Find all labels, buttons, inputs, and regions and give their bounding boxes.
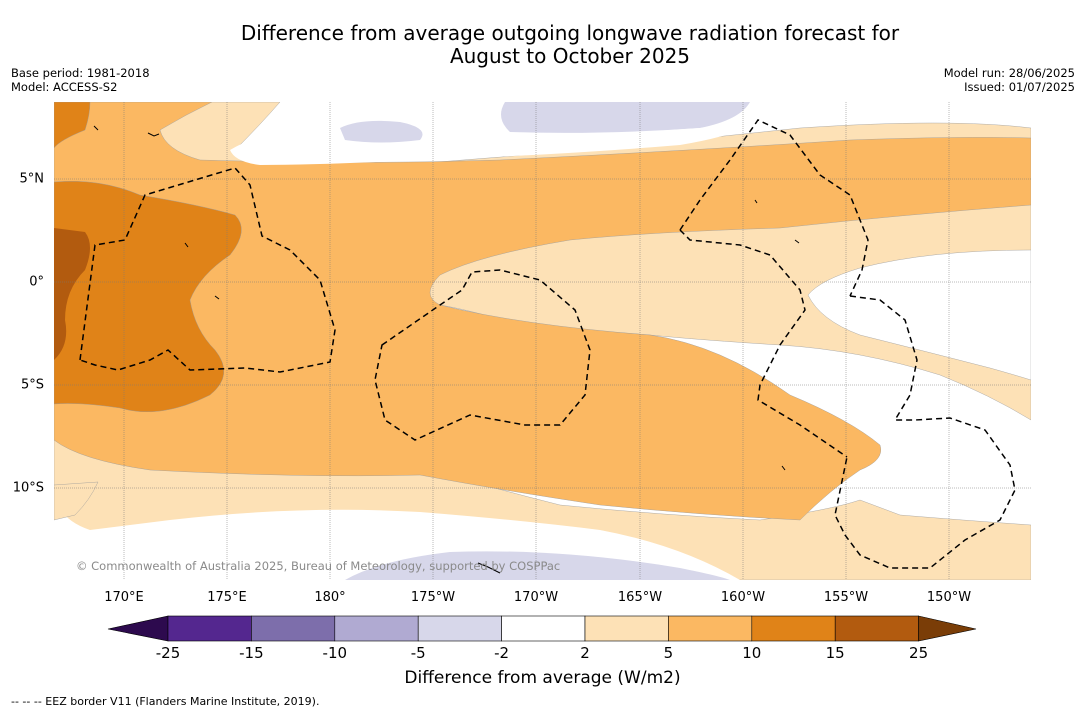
lon-label: 150°W (926, 590, 972, 605)
colorbar-tick: -10 (322, 644, 348, 662)
colorbar-tick: -5 (410, 644, 426, 662)
lon-label: 180° (314, 590, 346, 605)
colorbar-tick: -2 (494, 644, 510, 662)
lon-label: 170°E (104, 590, 144, 605)
lon-label: 175°E (207, 590, 247, 605)
colorbar-tick: 2 (580, 644, 590, 662)
colorbar-tick: 10 (742, 644, 762, 662)
meta-right: Model run: 28/06/2025 Issued: 01/07/2025 (944, 66, 1075, 94)
lat-label: 0° (29, 274, 44, 290)
title-line-2: August to October 2025 (449, 44, 691, 68)
eez-footnote: -- -- -- EEZ border V11 (Flanders Marine… (11, 695, 320, 708)
colorbar-segment (751, 615, 836, 642)
colorbar-segment (501, 615, 586, 642)
colorbar-segment (167, 615, 252, 642)
lon-label: 160°W (720, 590, 766, 605)
lon-label: 155°W (823, 590, 869, 605)
model-name: Model: ACCESS-S2 (11, 80, 118, 94)
colorbar-segment (251, 615, 336, 642)
contour-neg (340, 120, 423, 143)
contour-15-25 (54, 228, 90, 360)
colorbar-tick: 15 (825, 644, 845, 662)
colorbar-segment (417, 615, 502, 642)
olr-anomaly-field (54, 102, 1031, 580)
model-run: Model run: 28/06/2025 (943, 66, 1075, 80)
colorbar-tick: 25 (909, 644, 929, 662)
eez-borders (79, 119, 1016, 569)
contour-10-15 (54, 102, 91, 149)
colorbar-tick: -25 (155, 644, 181, 662)
lon-label: 175°W (410, 590, 456, 605)
map-title: Difference from average outgoing longwav… (0, 22, 1085, 68)
colorbar-segment (334, 615, 419, 642)
colorbar (107, 615, 977, 642)
issued-date: Issued: 01/07/2025 (964, 80, 1075, 94)
lon-label: 165°W (617, 590, 663, 605)
colorbar-segment (834, 615, 919, 642)
graticule (54, 102, 1031, 580)
contour-5-10 (54, 102, 1031, 521)
colorbar-extend-low (107, 615, 169, 642)
colorbar-tick: 5 (663, 644, 674, 662)
lat-label: 5°N (19, 171, 45, 187)
meta-left: Base period: 1981-2018 Model: ACCESS-S2 (11, 66, 150, 94)
copyright-notice: © Commonwealth of Australia 2025, Bureau… (76, 559, 561, 573)
island-outlines (93, 125, 800, 574)
colorbar-tick: -15 (239, 644, 264, 662)
base-period: Base period: 1981-2018 (11, 66, 150, 80)
lat-label: 10°S (12, 480, 44, 496)
colorbar-extend-high (918, 615, 977, 642)
title-line-1: Difference from average outgoing longwav… (240, 21, 900, 45)
colorbar-segment (584, 615, 669, 642)
lon-label: 170°W (513, 590, 559, 605)
colorbar-title: Difference from average (W/m2) (404, 668, 681, 688)
colorbar-segment (668, 615, 753, 642)
lat-label: 5°S (20, 377, 44, 393)
